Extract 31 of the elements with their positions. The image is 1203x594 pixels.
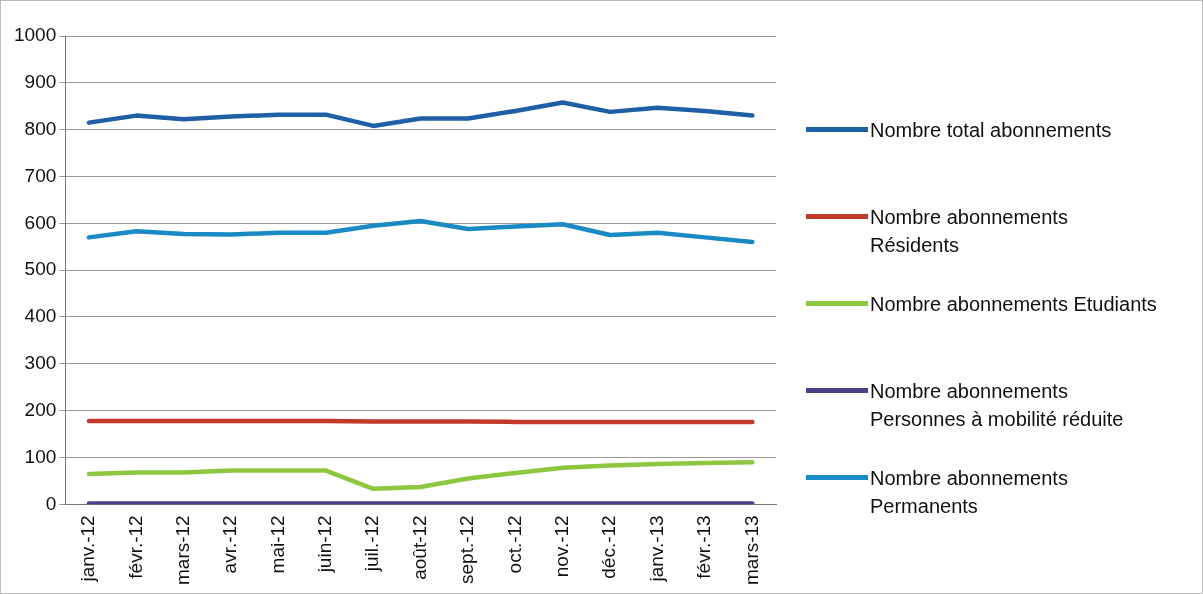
x-tick-label: juin-12	[314, 515, 336, 574]
x-tick-label: janv.-12	[77, 515, 99, 583]
y-tick-label: 800	[24, 117, 57, 139]
y-tick-label: 700	[24, 164, 57, 186]
x-tick-label: févr.-12	[124, 515, 146, 579]
y-tick-label: 500	[24, 258, 57, 280]
legend-label: Nombre abonnements Résidents	[870, 205, 1069, 258]
legend-label: Nombre abonnements Personnes à mobilité réduite	[870, 379, 1125, 432]
y-tick-label: 400	[24, 305, 57, 327]
legend-label: Nombre total abonnements	[870, 118, 1113, 143]
x-tick-label: avr.-12	[219, 515, 241, 574]
x-tick-label: sept.-12	[456, 515, 478, 584]
x-tick-label: nov.-12	[551, 515, 573, 578]
x-tick-label: déc.-12	[598, 515, 620, 579]
y-tick-label: 300	[24, 352, 57, 374]
x-tick-label: mars-12	[171, 515, 193, 586]
y-tick-label: 900	[24, 71, 57, 93]
legend-label: Nombre abonnements Etudiants	[870, 292, 1158, 317]
x-tick-label: févr.-13	[693, 515, 715, 579]
y-tick-label: 0	[45, 492, 57, 514]
y-tick-label: 200	[24, 398, 57, 420]
y-tick-label: 600	[24, 211, 57, 233]
x-tick-label: mars-13	[740, 515, 762, 586]
x-tick-label: mai-12	[266, 515, 288, 574]
x-tick-label: juil.-12	[361, 515, 383, 573]
y-tick-label: 1000	[13, 24, 57, 46]
y-tick-label: 100	[24, 445, 57, 467]
x-tick-label: janv.-13	[645, 515, 667, 583]
x-tick-label: août-12	[408, 515, 430, 580]
legend-label: Nombre abonnements Permanents	[870, 466, 1069, 519]
x-tick-label: oct.-12	[503, 515, 525, 574]
